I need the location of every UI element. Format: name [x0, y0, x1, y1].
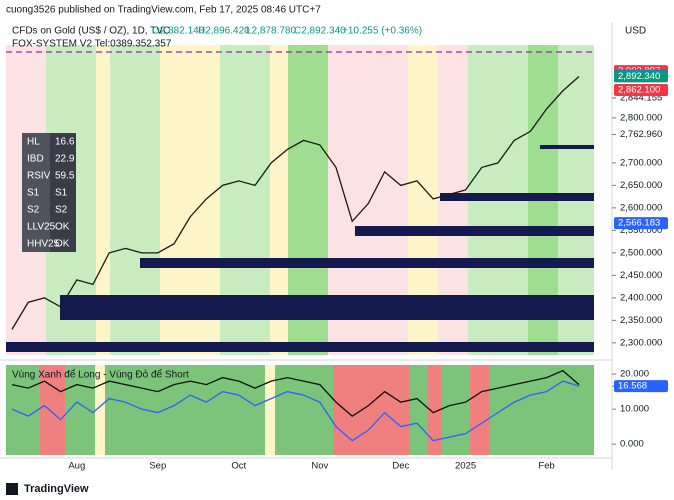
x-tick-label: Oct — [231, 461, 246, 472]
publisher: cuong3526 published on TradingView.com, … — [6, 5, 321, 16]
table-cell — [22, 218, 50, 235]
price-label-box — [614, 380, 668, 393]
series-line — [11, 380, 580, 442]
oscillator-zones — [6, 365, 594, 455]
y-tick-label: 2,762.960 — [620, 129, 662, 140]
support-zones — [6, 145, 594, 352]
series-line — [11, 76, 580, 330]
y-tick-label: 20.000 — [620, 369, 649, 380]
table-cell — [22, 167, 50, 184]
x-tick-label: Aug — [68, 461, 85, 472]
ohlc-close: C2,892.340 — [294, 26, 346, 37]
price-label-box — [614, 83, 668, 96]
change: +10.255 (+0.36%) — [342, 26, 422, 37]
price-label: 2,566.183 — [618, 218, 660, 229]
x-tick-label: Feb — [538, 461, 554, 472]
table-cell — [50, 167, 76, 184]
table-key: IBD — [27, 154, 44, 165]
y-tick-label: 0.000 — [620, 439, 644, 450]
table-cell — [22, 133, 50, 150]
price-label: 2,862.100 — [618, 84, 660, 95]
footer-logo: TradingView — [24, 483, 89, 495]
table-cell — [22, 235, 50, 252]
x-tick-label: 2025 — [455, 461, 476, 472]
y-tick-label: 2,800.000 — [620, 112, 662, 123]
y-tick-label: 2,400.000 — [620, 292, 662, 303]
table-value: OK — [55, 222, 70, 233]
table-key: S1 — [27, 188, 40, 199]
ohlc-low: L2,878.780 — [246, 26, 296, 37]
table-cell — [22, 184, 50, 201]
logo-icon — [6, 483, 18, 495]
y-tick-label: 2,700.000 — [620, 157, 662, 168]
y-tick-label: 2,500.000 — [620, 247, 662, 258]
y-tick-label: 2,300.000 — [620, 337, 662, 348]
price-label-box — [614, 70, 668, 83]
price-label: 2,892.340 — [618, 71, 660, 82]
table-key: HHV25 — [27, 239, 60, 250]
table-cell — [50, 184, 76, 201]
currency: USD — [625, 26, 646, 37]
symbol: CFDs on Gold (US$ / OZ), 1D, TVC — [12, 26, 170, 37]
y-tick-label: 2,650.000 — [620, 180, 662, 191]
table-key: LLV25 — [27, 222, 56, 233]
table-value: 59.5 — [55, 171, 75, 182]
ohlc-high: H2,896.420 — [198, 26, 250, 37]
x-tick-label: Sep — [149, 461, 166, 472]
table-cell — [22, 150, 50, 167]
table-cell — [22, 201, 50, 218]
price-label: 16.568 — [618, 381, 647, 392]
y-tick-label: 2,450.000 — [620, 270, 662, 281]
table-cell — [50, 201, 76, 218]
table-key: S2 — [27, 205, 40, 216]
table-cell — [50, 218, 76, 235]
pane-title: Vùng Xanh để Long - Vùng Đỏ để Short — [12, 369, 189, 381]
y-tick-label: 2,550.000 — [620, 225, 662, 236]
table-key: HL — [27, 137, 40, 148]
table-value: 16.6 — [55, 137, 75, 148]
x-tick-label: Dec — [392, 461, 409, 472]
table-key: RSIV — [27, 171, 51, 182]
table-value: S2 — [55, 205, 68, 216]
table-cell — [50, 235, 76, 252]
y-tick-label: 10.000 — [620, 404, 649, 415]
y-tick-label: 2,350.000 — [620, 315, 662, 326]
table-value: S1 — [55, 188, 68, 199]
y-tick-label: 2,844.155 — [620, 93, 662, 104]
series-line — [11, 369, 580, 417]
ohlc-open: O2,882.140 — [152, 26, 205, 37]
table-cell — [50, 150, 76, 167]
indicator: FOX-SYSTEM V2 Tel:0389.352.357 — [12, 39, 172, 50]
y-tick-label: 2,600.000 — [620, 202, 662, 213]
table-value: 22.9 — [55, 154, 75, 165]
table-cell — [50, 133, 76, 150]
price-label-box — [614, 217, 668, 230]
table-value: OK — [55, 239, 70, 250]
x-tick-label: Nov — [311, 461, 328, 472]
